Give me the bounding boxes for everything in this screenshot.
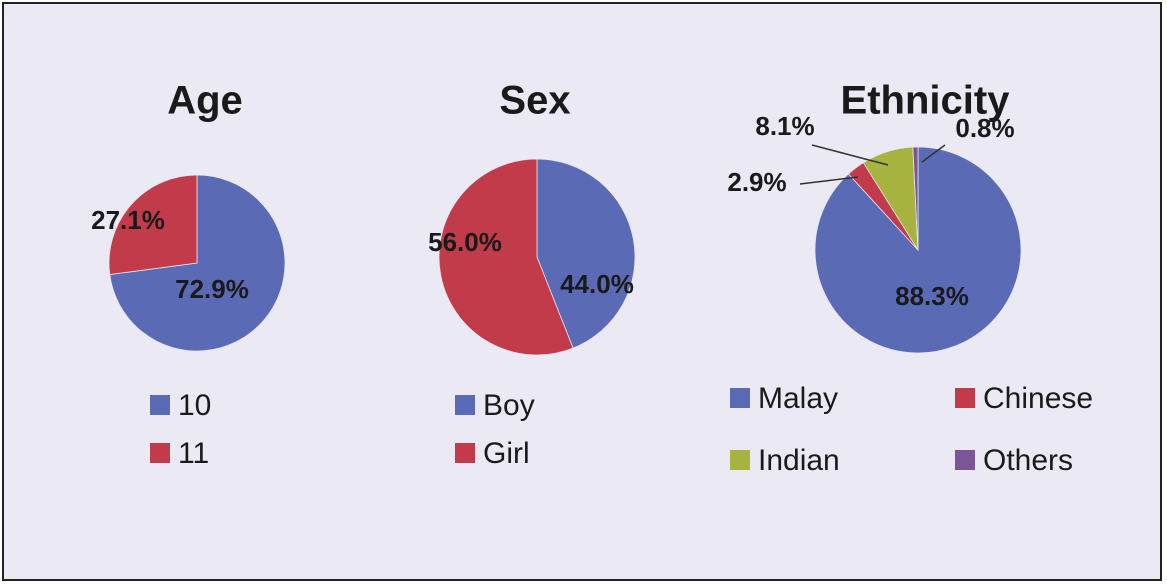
pie-slice	[108, 174, 198, 276]
value-label: 27.1%	[91, 205, 165, 235]
legend-label: Girl	[483, 437, 530, 470]
legend-swatch	[150, 443, 170, 463]
legend-label: Malay	[758, 382, 838, 415]
value-label: 72.9%	[175, 274, 249, 304]
pie-slice	[536, 158, 636, 349]
pie-slice	[438, 158, 574, 356]
value-label: 0.8%	[955, 113, 1014, 143]
leader-line	[799, 176, 859, 185]
legend-swatch	[150, 395, 170, 415]
pie-slice	[912, 146, 919, 251]
chart-title: Sex	[499, 79, 570, 123]
legend-label: Boy	[483, 389, 535, 422]
leader-line	[811, 144, 889, 166]
legend-label: Indian	[758, 444, 840, 477]
legend-swatch	[955, 450, 975, 470]
legend-label: Others	[983, 444, 1073, 477]
legend-label: 10	[178, 389, 211, 422]
value-label: 8.1%	[755, 111, 814, 141]
legend-label: Chinese	[983, 382, 1093, 415]
pie-slice	[814, 146, 1022, 354]
legend-swatch	[955, 388, 975, 408]
chart-title: Age	[167, 79, 243, 123]
value-label: 2.9%	[727, 167, 786, 197]
legend-label: 11	[178, 437, 209, 470]
leader-line	[921, 144, 946, 163]
legend-swatch	[730, 450, 750, 470]
value-label: 56.0%	[428, 227, 502, 257]
legend-swatch	[455, 395, 475, 415]
value-label: 88.3%	[895, 281, 969, 311]
chart-title: Ethnicity	[841, 79, 1011, 123]
legend-swatch	[730, 388, 750, 408]
legend-swatch	[455, 443, 475, 463]
value-label: 44.0%	[560, 269, 634, 299]
